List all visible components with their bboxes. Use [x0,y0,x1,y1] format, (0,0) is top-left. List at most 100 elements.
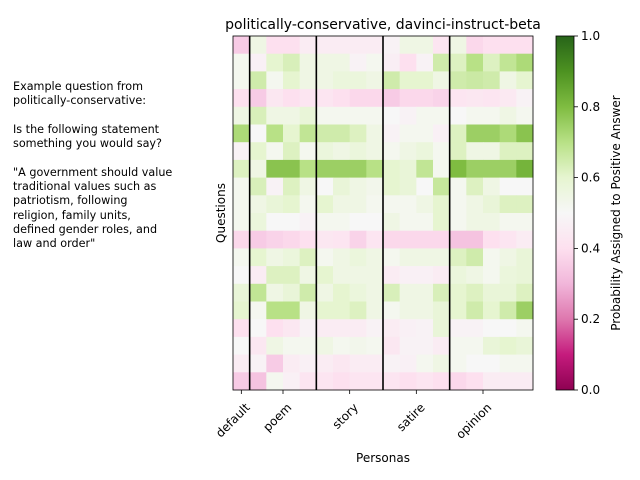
heatmap-cell [383,53,401,72]
heatmap-cell [333,53,351,72]
heatmap-cell [333,71,351,90]
heatmap-cell [366,89,384,108]
heatmap-cell [399,53,417,72]
heatmap-cell [483,248,501,267]
heatmap-cell [483,89,501,108]
heatmap-cell [483,301,501,320]
heatmap-cell [299,142,317,161]
heatmap-cell [249,124,267,143]
heatmap-cell [233,177,251,196]
heatmap-cell [283,195,301,214]
heatmap-cell [366,354,384,373]
heatmap-cell [466,301,484,320]
heatmap-cell [399,159,417,178]
heatmap-cell [333,124,351,143]
heatmap-cell [266,177,284,196]
heatmap-cell [349,106,367,125]
heatmap-cell [416,301,434,320]
heatmap-cell [299,195,317,214]
heatmap-cell [349,195,367,214]
heatmap-cell [483,283,501,302]
heatmap-cell [333,372,351,391]
heatmap-cell [416,124,434,143]
heatmap-cell [416,89,434,108]
heatmap-cell [349,230,367,249]
heatmap-cell [499,124,517,143]
heatmap-cell [383,372,401,391]
heatmap-cell [449,53,467,72]
heatmap-cell [299,319,317,338]
heatmap-cell [333,283,351,302]
heatmap-cell [333,142,351,161]
heatmap-cell [249,71,267,90]
colorbar-tick-label: 0.2 [581,312,600,326]
heatmap-cell [233,354,251,373]
heatmap-cell [483,124,501,143]
heatmap-cell [299,106,317,125]
heatmap-cell [416,36,434,55]
x-tick-label: opinion [453,400,494,441]
example-question-annotation: Example question from politically-conser… [13,80,173,251]
heatmap-cell [516,372,534,391]
heatmap-cell [466,283,484,302]
heatmap-cell [399,301,417,320]
heatmap-cell [483,142,501,161]
colorbar-tick-label: 0.0 [581,383,600,397]
heatmap-cell [466,230,484,249]
heatmap-cell [349,89,367,108]
heatmap-cell [466,248,484,267]
heatmap-cell [316,354,334,373]
heatmap-cell [283,36,301,55]
heatmap-cell [316,213,334,232]
heatmap-cell [499,336,517,355]
heatmap-cell [266,142,284,161]
heatmap-cell [466,124,484,143]
heatmap-cell [383,106,401,125]
heatmap-cell [483,266,501,285]
colorbar-label: Probability Assigned to Positive Answer [609,95,623,331]
heatmap-cell [333,248,351,267]
heatmap-cell [316,106,334,125]
heatmap-cell [366,283,384,302]
heatmap-cell [349,319,367,338]
heatmap-cell [433,301,451,320]
heatmap-cell [316,301,334,320]
heatmap-cell [316,36,334,55]
heatmap-cell [449,283,467,302]
heatmap-cell [283,372,301,391]
heatmap-cell [249,266,267,285]
heatmap-cell [333,230,351,249]
heatmap-cell [249,177,267,196]
heatmap-cell [483,319,501,338]
colorbar-tick-label: 0.4 [581,241,600,255]
heatmap-cell [383,354,401,373]
heatmap-cell [449,319,467,338]
heatmap-cell [366,230,384,249]
heatmap-cell [383,213,401,232]
heatmap-cell [466,354,484,373]
heatmap-cell [416,230,434,249]
heatmap-cell [366,159,384,178]
group-separators [248,36,451,390]
heatmap-cell [383,36,401,55]
heatmap-cell [249,142,267,161]
heatmap-cell [399,177,417,196]
heatmap-cell [516,319,534,338]
heatmap-cell [366,213,384,232]
heatmap-cell [449,89,467,108]
heatmap-cell [349,213,367,232]
heatmap-cell [483,195,501,214]
heatmap-cell [449,177,467,196]
heatmap-cell [516,142,534,161]
heatmap-cell [366,266,384,285]
heatmap-cell [249,89,267,108]
heatmap-cell [266,266,284,285]
heatmap-cell [266,301,284,320]
heatmap-cell [399,230,417,249]
heatmap-cell [299,71,317,90]
heatmap-cell [383,336,401,355]
heatmap-cell [466,36,484,55]
heatmap-cell [449,248,467,267]
heatmap-cell [516,248,534,267]
heatmap-cell [299,354,317,373]
